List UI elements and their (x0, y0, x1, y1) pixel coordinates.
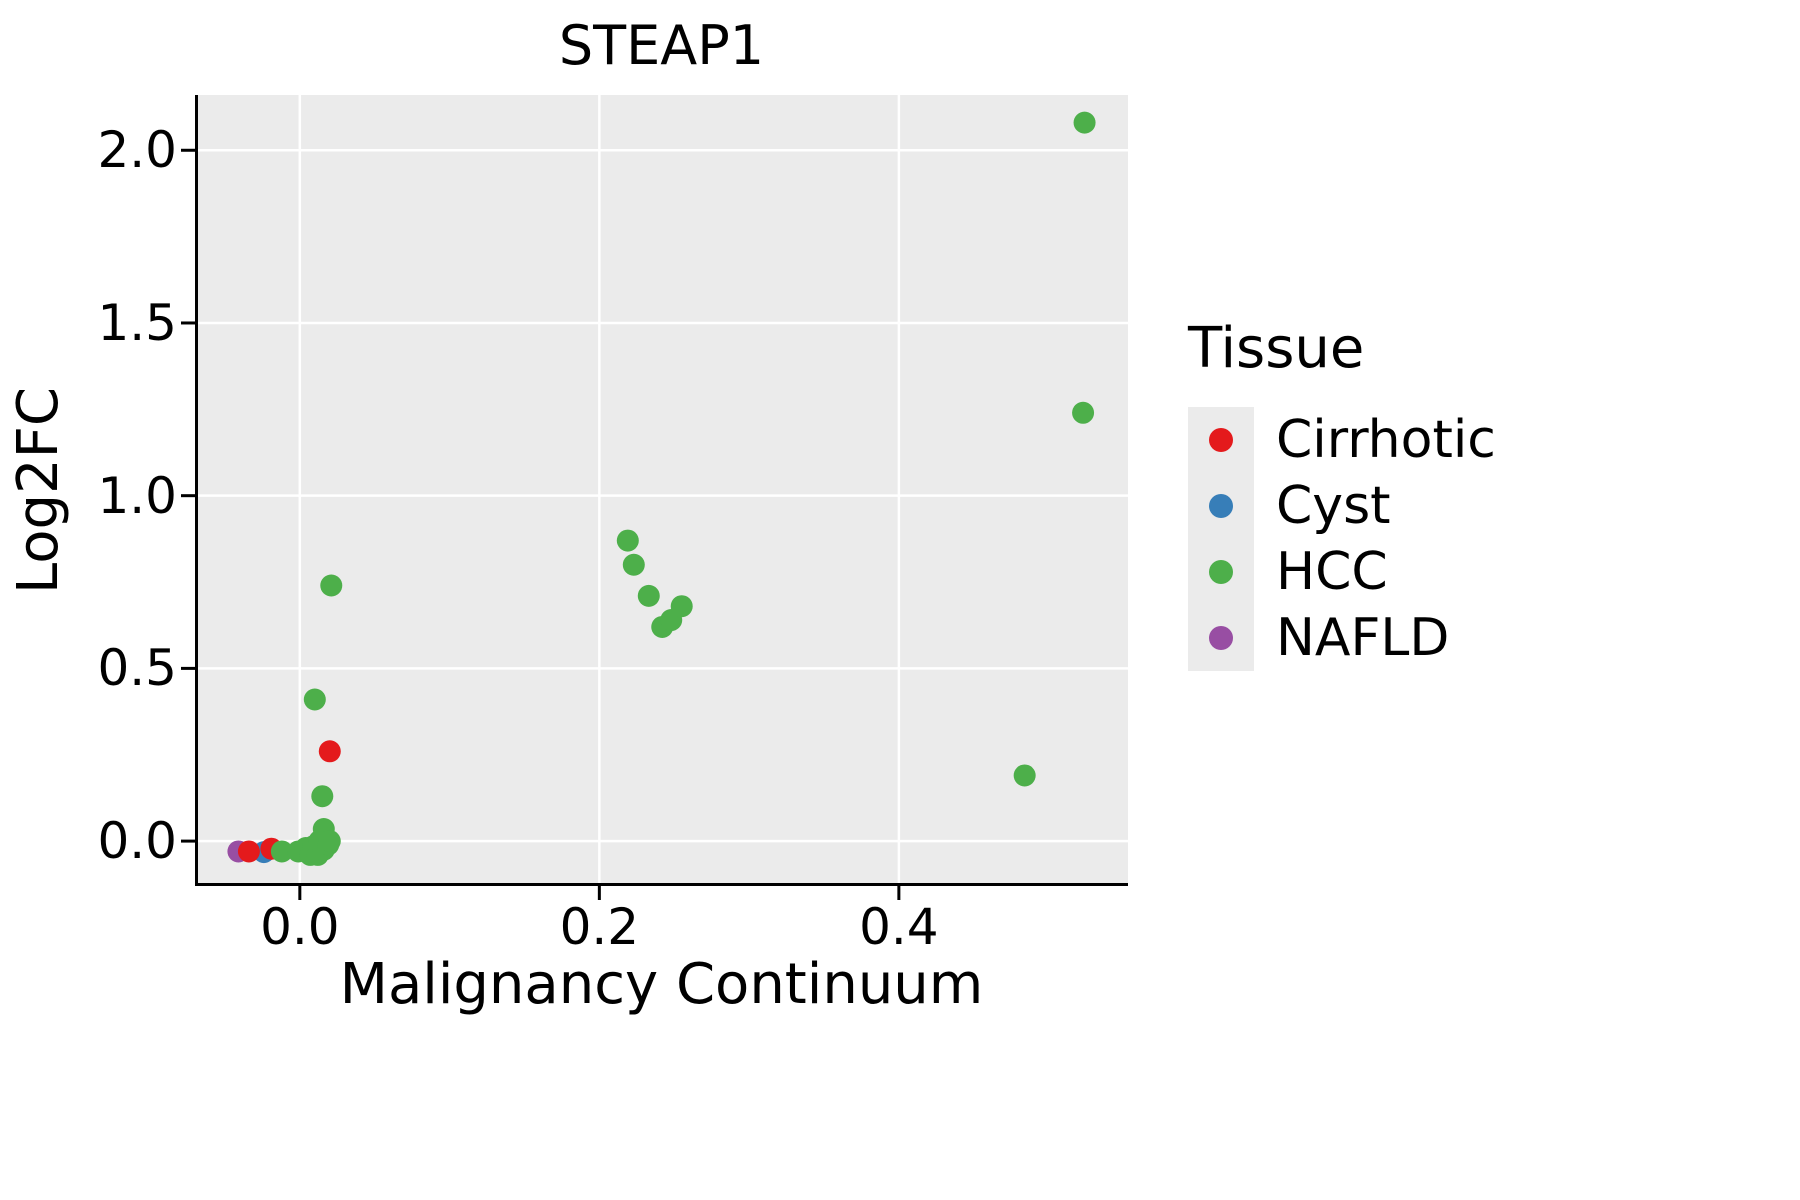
point-hcc (637, 584, 660, 607)
legend-key (1188, 539, 1254, 605)
chart-title: STEAP1 (558, 14, 765, 77)
point-hcc (270, 840, 293, 863)
legend-key (1188, 407, 1254, 473)
legend-key (1188, 473, 1254, 539)
legend-dot-icon (1209, 560, 1233, 584)
legend-label: Cyst (1276, 476, 1391, 536)
legend-item-nafld: NAFLD (1188, 605, 1496, 671)
point-hcc (1072, 401, 1095, 424)
legend-item-cyst: Cyst (1188, 473, 1496, 539)
point-hcc (616, 529, 639, 552)
legend-dot-icon (1209, 494, 1233, 518)
point-hcc (303, 688, 326, 711)
plot-area (181, 95, 1128, 900)
legend-dot-icon (1209, 428, 1233, 452)
y-tick-label: 1.5 (97, 293, 177, 352)
point-hcc (670, 595, 693, 618)
point-cirrhotic (318, 740, 341, 763)
x-axis-label: Malignancy Continuum (339, 952, 984, 1017)
legend: Tissue Cirrhotic Cyst HCC NAFLD (1188, 316, 1496, 671)
y-tick-label: 1.0 (97, 466, 177, 525)
y-tick-label: 0.5 (97, 639, 177, 698)
legend-item-cirrhotic: Cirrhotic (1188, 407, 1496, 473)
point-hcc (320, 574, 343, 597)
legend-title: Tissue (1188, 316, 1365, 381)
legend-items: Cirrhotic Cyst HCC NAFLD (1188, 407, 1496, 671)
point-hcc (318, 830, 341, 853)
point-cirrhotic (237, 840, 260, 863)
legend-item-hcc: HCC (1188, 539, 1496, 605)
legend-label: Cirrhotic (1276, 410, 1496, 470)
legend-label: NAFLD (1276, 608, 1450, 668)
legend-label: HCC (1276, 542, 1388, 602)
point-hcc (1013, 764, 1036, 787)
y-tick-label: 2.0 (97, 121, 177, 180)
y-tick-label: 0.0 (97, 812, 177, 871)
x-tick-label: 0.0 (260, 898, 340, 956)
point-hcc (622, 553, 645, 576)
x-tick-label: 0.4 (859, 898, 939, 956)
legend-key (1188, 605, 1254, 671)
plot-panel (195, 95, 1128, 886)
point-hcc (1073, 111, 1096, 134)
point-hcc (311, 785, 334, 808)
legend-dot-icon (1209, 626, 1233, 650)
x-tick-label: 0.2 (559, 898, 640, 956)
